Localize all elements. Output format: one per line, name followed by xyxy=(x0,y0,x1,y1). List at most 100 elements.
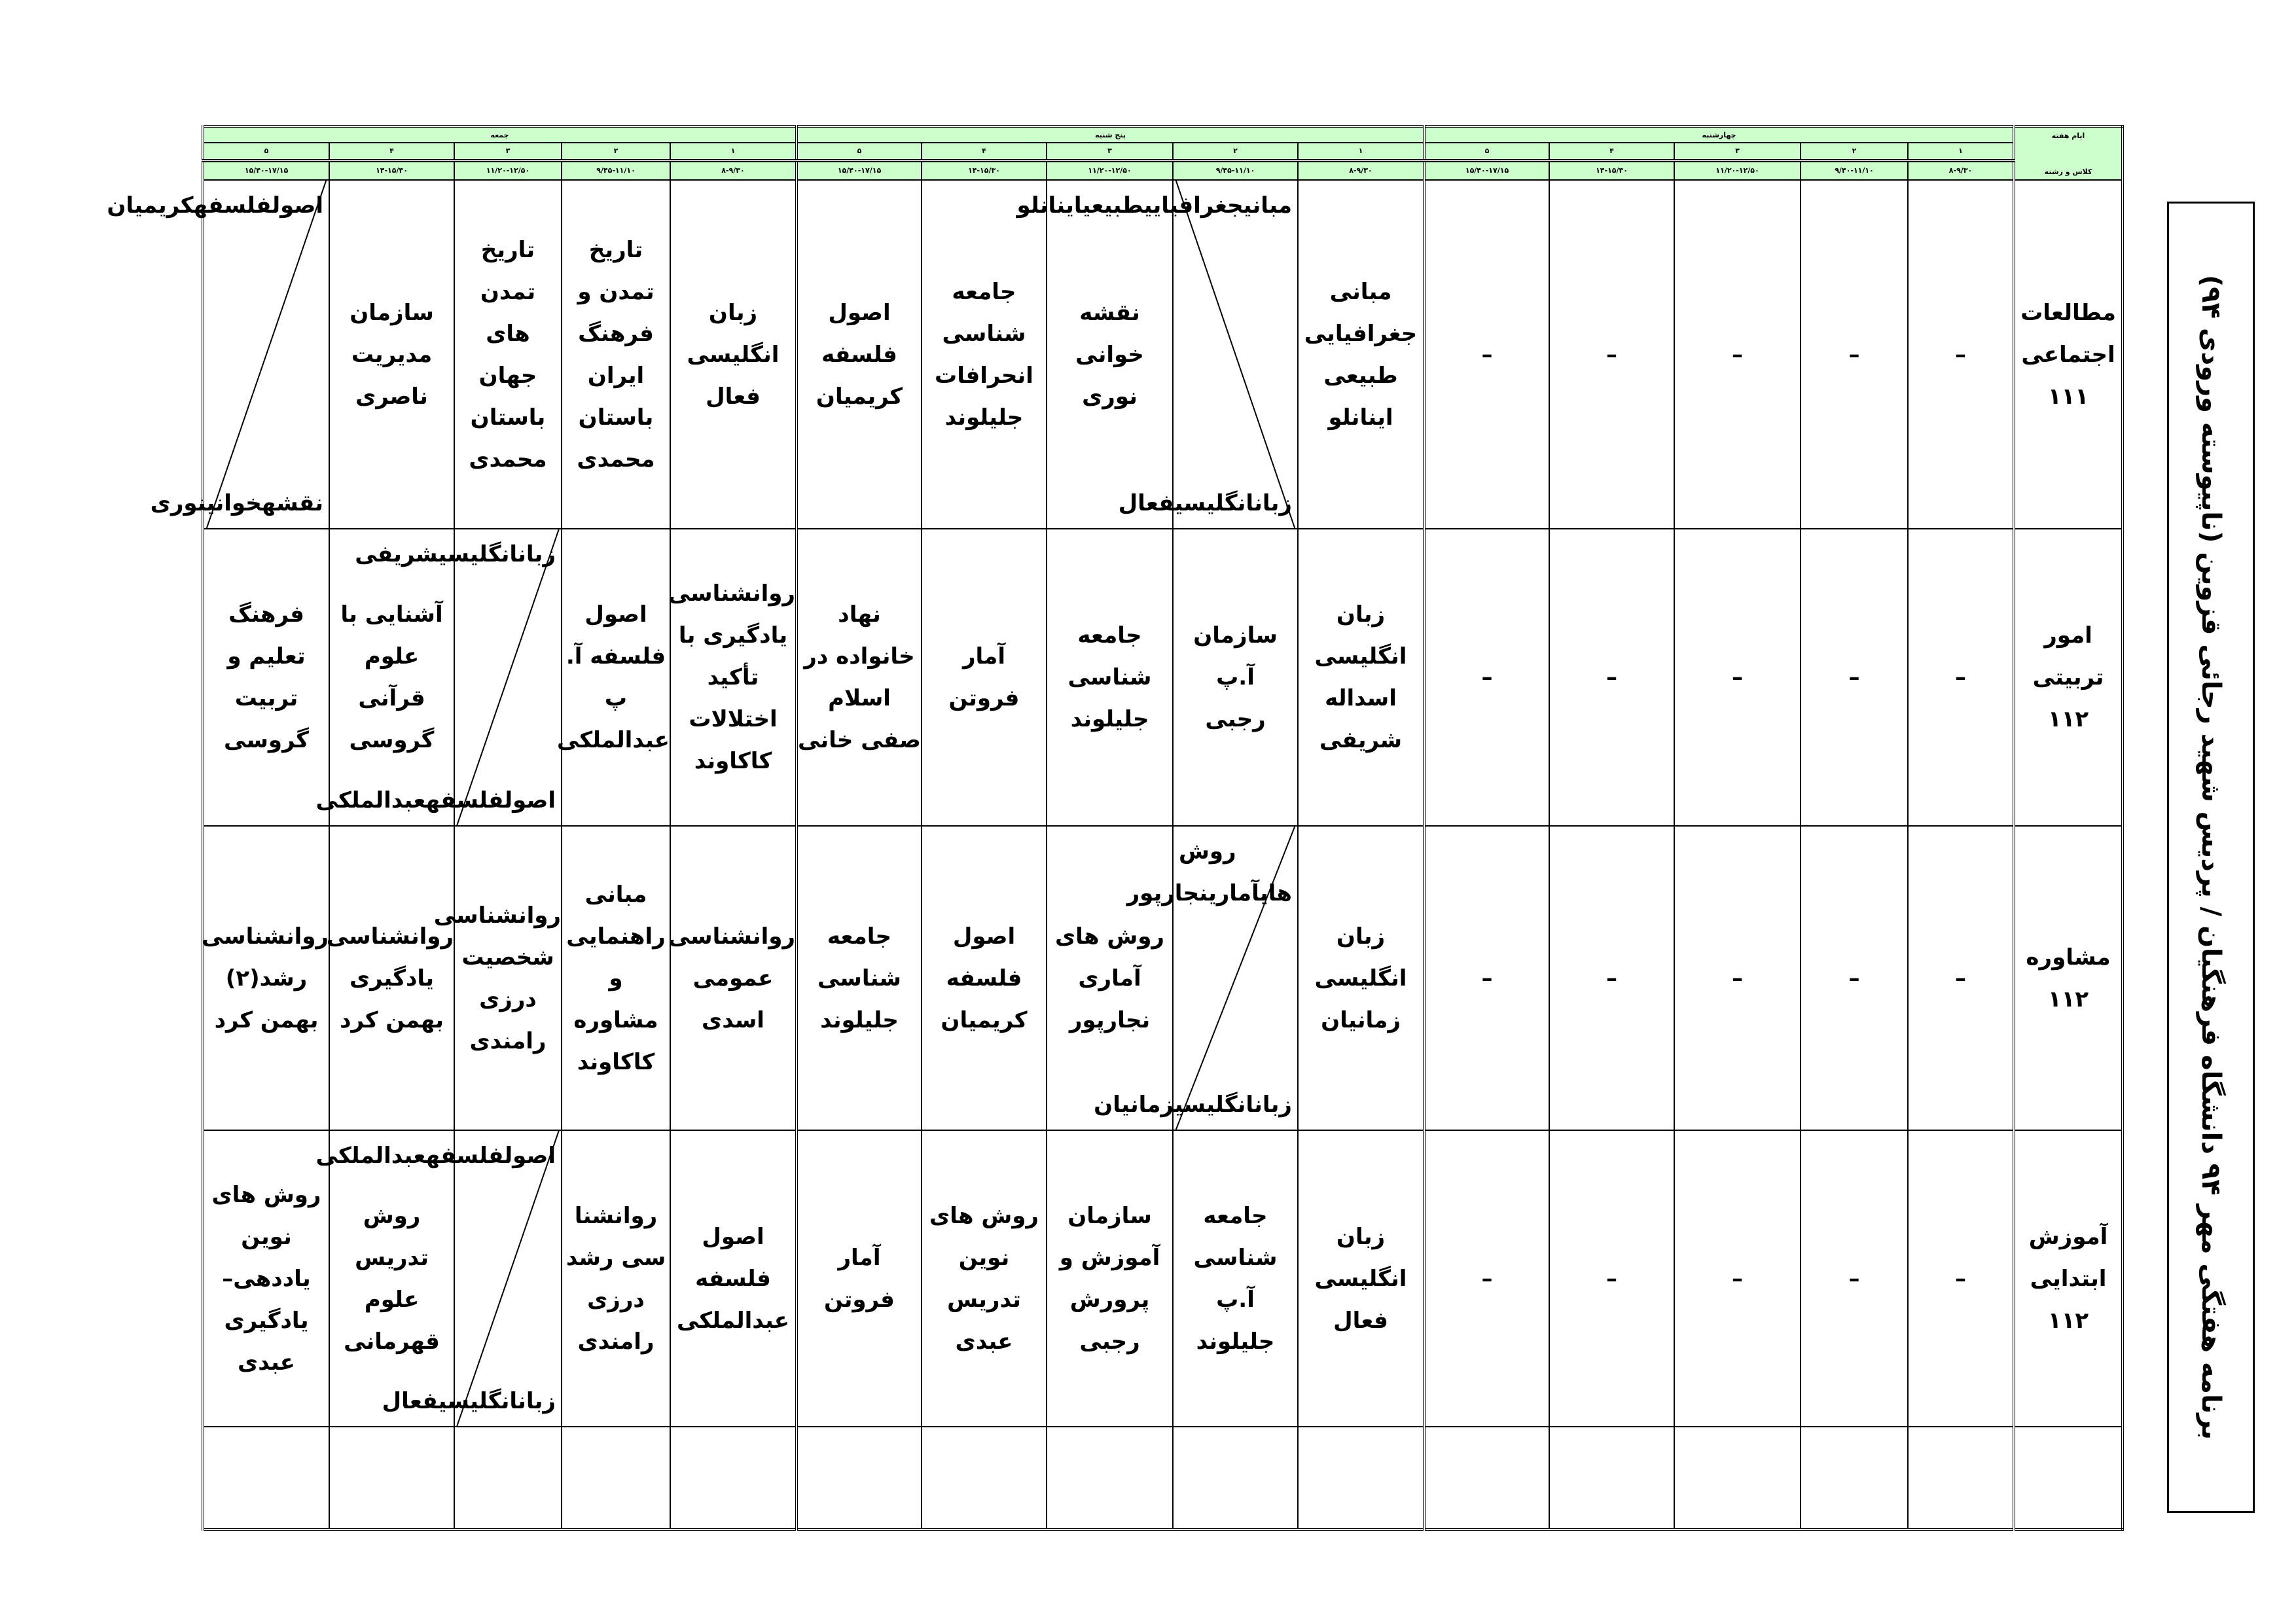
schedule-cell: – xyxy=(1907,179,2015,529)
slot-number: ۱ xyxy=(670,142,797,161)
split-top: مبانیجغرافیاییطبیعیاینانلو xyxy=(1017,185,1293,226)
text-line: اصول xyxy=(584,601,647,628)
text-line: – xyxy=(1955,664,1967,690)
table-row: امور تربیتی ۱۱۲ – – – – – زبان انگلیسی اسداله شریفی… xyxy=(202,528,2124,827)
text-line: جامعه xyxy=(1077,622,1142,649)
text-line: شناسی xyxy=(1067,664,1152,690)
text-line: ۱۱۲ xyxy=(2047,1307,2089,1334)
text-line: فرهنگ xyxy=(578,320,654,347)
schedule-cell: مبانیجغرافیاییطبیعیاینانلو زبانانگلیسیفعا… xyxy=(1017,179,1299,529)
slot-number: ۲ xyxy=(561,142,671,161)
text-line: انگلیسی xyxy=(1314,643,1407,669)
text-line: مشاوره xyxy=(2026,944,2111,971)
split-top: روش هایآمارینجارپور xyxy=(1127,830,1292,914)
text-line: روانشناسی xyxy=(201,923,329,950)
split-cell: زبانانگلیسیشریفی اصولفلسفهعبدالملکی xyxy=(316,529,561,825)
slot-number: ۳ xyxy=(1046,142,1174,161)
schedule-cell: – xyxy=(1907,825,2015,1131)
slot-time: ۹/۴۵-۱۱/۱۰ xyxy=(561,158,671,181)
text-line: امور xyxy=(2044,622,2092,649)
text-line: تربیتی xyxy=(2032,664,2104,690)
slot-time: ۱۱/۲۰-۱۲/۵۰ xyxy=(454,158,562,181)
text-line: قرآنی xyxy=(358,685,425,711)
text-line: گروسی xyxy=(224,727,309,753)
schedule-cell: مبانی راهنمایی و مشاوره کاکاوند xyxy=(561,825,671,1131)
text-line: انگلیسی xyxy=(1174,490,1255,516)
split-cell: اصولفلسفهعبدالملکی زبانانگلیسیفعال xyxy=(316,1131,561,1426)
schedule-cell: روانشناسی یادگیری بهمن کرد xyxy=(327,825,455,1131)
schedule-cell: جامعه شناسی جلیلوند xyxy=(1046,528,1174,827)
text-line: روانشناسی xyxy=(668,580,795,607)
class-label: آموزش ابتدایی ۱۱۲ xyxy=(2013,1130,2124,1427)
text-line: ۱۱۲ xyxy=(2047,986,2089,1012)
text-line: – xyxy=(1481,341,1493,368)
schedule-cell: سازمان آ.پ رجبی xyxy=(1172,528,1299,827)
text-line: تاریخ xyxy=(480,236,535,263)
text-line: مبانی xyxy=(1243,192,1292,219)
split-top: زبانانگلیسیشریفی xyxy=(355,533,556,575)
page-title: برنامه هفتگی مهر ۹۴ دانشگاه فرهنگیان / پ… xyxy=(2196,274,2226,1440)
text-line: مطالعات xyxy=(2020,299,2116,326)
schedule-cell xyxy=(202,1426,330,1530)
slot-time: ۸-۹/۳۰ xyxy=(1297,158,1425,181)
table-row: مشاوره ۱۱۲– – – – – زبان انگلیسی زمانیان روش هایآ… xyxy=(201,825,2124,1131)
class-label: مطالعات اجتماعی ۱۱۱ xyxy=(2013,179,2124,529)
corner-top: ایام هفته xyxy=(2051,131,2085,140)
text-line: اینانلو xyxy=(1328,404,1393,431)
slot-number: ۵ xyxy=(202,142,330,161)
text-line: پرورش xyxy=(1069,1286,1150,1313)
text-line: آموزش xyxy=(2028,1223,2108,1250)
text-line: – xyxy=(1955,965,1967,991)
text-line: فلسفه xyxy=(695,1265,771,1292)
text-line: زمانیان xyxy=(1321,1007,1401,1033)
text-line: مبانی xyxy=(584,881,647,908)
day-header: چهارشنبه xyxy=(1422,126,2015,143)
text-line: کاکاوند xyxy=(577,1048,655,1075)
weekly-schedule-table: ایام هفته کلاس و رشته چهارشنبه پنج شنبه جمعه… xyxy=(107,125,2125,1531)
text-line: شناسی xyxy=(942,320,1026,347)
text-line: علوم xyxy=(364,643,420,669)
text-line: – xyxy=(1481,965,1493,991)
slot-number: ۵ xyxy=(1422,142,1551,161)
text-line: روش های xyxy=(211,1181,321,1208)
text-line: جغرافیایی xyxy=(1304,320,1418,347)
text-line: – xyxy=(1481,664,1493,690)
schedule-cell: – xyxy=(1674,825,1802,1131)
schedule-cell: تاریخ تمدن های جهان باستان محمدی xyxy=(454,179,562,529)
text-line: – xyxy=(1848,341,1860,368)
text-line: جلیلوند xyxy=(820,1007,899,1033)
schedule-cell: جامعه شناسی انحرافات جلیلوند xyxy=(921,179,1047,529)
text-line: زبان xyxy=(518,541,556,567)
schedule-cell xyxy=(1172,1426,1299,1530)
schedule-cell xyxy=(1800,1426,1909,1530)
text-line: اسدی xyxy=(702,1007,764,1033)
schedule-cell: – xyxy=(1674,179,1802,529)
slot-number: ۳ xyxy=(454,142,562,161)
schedule-cell: سازمان مدیریت ناصری xyxy=(329,179,455,529)
schedule-cell xyxy=(454,1426,562,1530)
text-line: روانشناسی xyxy=(668,923,795,950)
slot-number: ۲ xyxy=(1800,142,1909,161)
text-line: یادگیری با xyxy=(678,622,788,649)
text-line: و xyxy=(609,965,623,991)
slot-number: ۱ xyxy=(1297,142,1425,161)
text-line: – xyxy=(1848,965,1860,991)
text-line: روش های xyxy=(1055,923,1164,950)
schedule-cell xyxy=(1907,1426,2015,1530)
text-line: اصول xyxy=(272,192,323,219)
class-label: امور تربیتی ۱۱۲ xyxy=(2013,528,2124,827)
text-line: گروسی xyxy=(349,727,435,753)
schedule-cell: – xyxy=(1422,1130,1551,1427)
text-line: – xyxy=(1606,341,1618,368)
text-line: فعال xyxy=(1333,1307,1388,1334)
schedule-cell: مبانی جغرافیایی طبیعی اینانلو xyxy=(1297,179,1425,529)
text-line: نقشه xyxy=(1079,299,1140,326)
text-line: شریفی xyxy=(1319,727,1403,753)
text-line: تاریخ xyxy=(588,236,643,263)
slot-time: ۸-۹/۳۰ xyxy=(1907,158,2015,181)
slot-time: ۱۵/۴۰-۱۷/۱۵ xyxy=(795,158,922,181)
text-line: اصول xyxy=(504,787,556,813)
text-line: ۱۱۱ xyxy=(2047,383,2089,410)
text-line: اسلام xyxy=(828,685,891,711)
